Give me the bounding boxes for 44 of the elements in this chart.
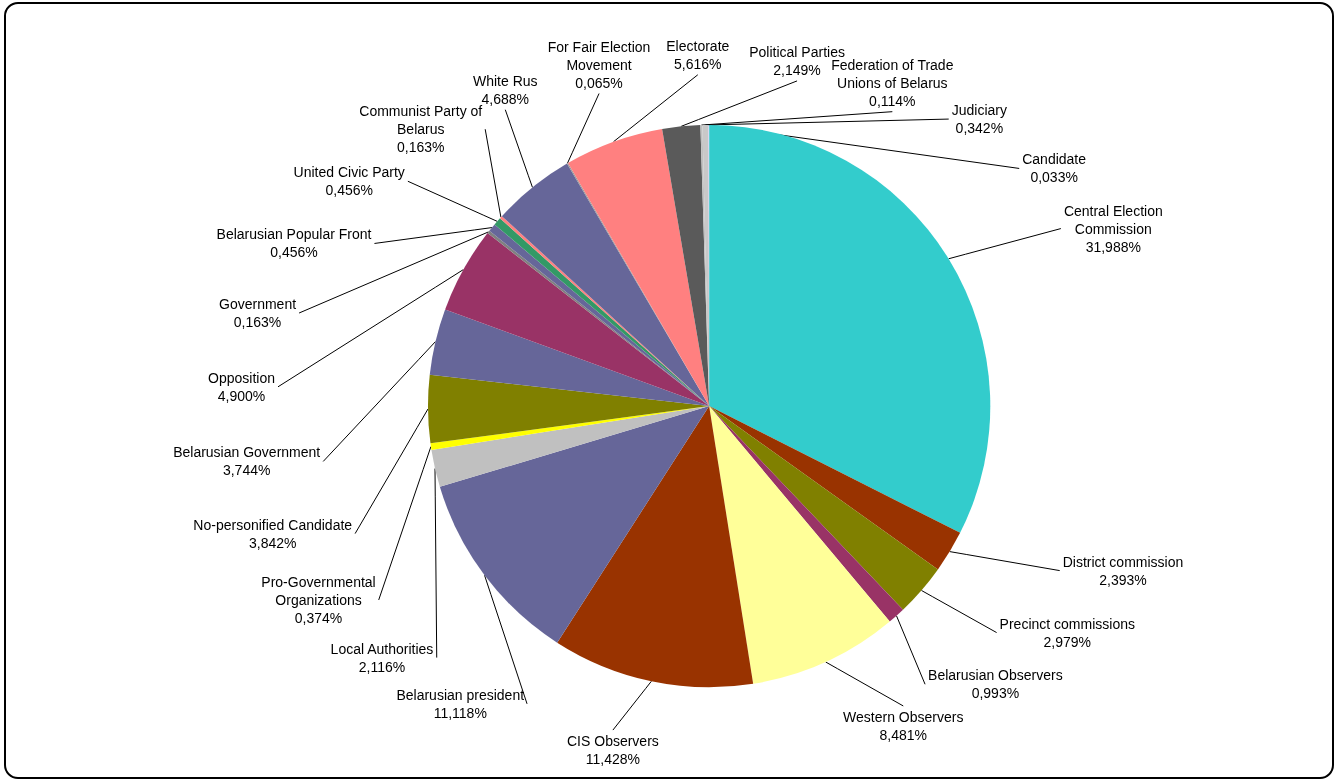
slice-label: Pro-Governmental Organizations <box>261 573 376 608</box>
slice-label: Opposition <box>208 369 276 386</box>
data-label: 2,979% <box>1043 633 1092 650</box>
slice-label: Belarusian Popular Front <box>216 226 372 243</box>
slice-label: Western Observers <box>843 708 964 725</box>
data-label: 0,163% <box>233 314 282 331</box>
data-label: 11,118% <box>433 704 487 721</box>
data-label: 3,744% <box>222 462 271 479</box>
data-label: 2,393% <box>1099 571 1147 588</box>
data-label: 31,988% <box>1085 238 1141 255</box>
data-label: 0,065% <box>575 74 623 91</box>
data-label: 0,033% <box>1030 169 1078 186</box>
slice-label: Electorate <box>666 37 730 54</box>
data-label: 5,616% <box>674 55 722 72</box>
slice-label: Government <box>219 296 297 313</box>
data-label: 0,374% <box>294 609 343 626</box>
slice-label: For Fair Election Movement <box>547 38 651 73</box>
slice-label: Judiciary <box>951 102 1007 119</box>
data-label: 11,428% <box>585 751 641 768</box>
slice-label: Belarusian Government <box>173 444 321 461</box>
data-label: 8,481% <box>879 726 927 743</box>
data-label: 4,688% <box>481 90 530 107</box>
slice-label: Precinct commissions <box>999 615 1135 632</box>
slice-label: United Civic Party <box>293 164 405 181</box>
data-label: 0,114% <box>869 92 916 109</box>
data-label: 2,149% <box>773 61 821 78</box>
slice-label: Candidate <box>1022 151 1087 168</box>
data-label: 4,900% <box>217 387 266 404</box>
slice-label: White Rus <box>472 72 538 89</box>
slice-label: No-personified Candidate <box>193 516 353 533</box>
slice-label: Belarusian president <box>396 686 525 703</box>
data-label: 0,163% <box>396 139 445 156</box>
data-label: 0,993% <box>971 685 1020 702</box>
data-label: 0,342% <box>955 120 1004 137</box>
data-label: 3,842% <box>248 534 297 551</box>
slice-label: CIS Observers <box>567 733 659 750</box>
data-label: 0,456% <box>270 244 318 261</box>
slice-label: Communist Party of Belarus <box>359 103 483 138</box>
data-label: 0,456% <box>325 182 373 199</box>
slice-label: Local Authorities <box>330 640 434 657</box>
slice-label: Central Election Commission <box>1063 202 1163 237</box>
slice-label: District commission <box>1062 553 1184 570</box>
slice-label: Belarusian Observers <box>928 667 1063 684</box>
data-label: 2,116% <box>358 658 406 675</box>
